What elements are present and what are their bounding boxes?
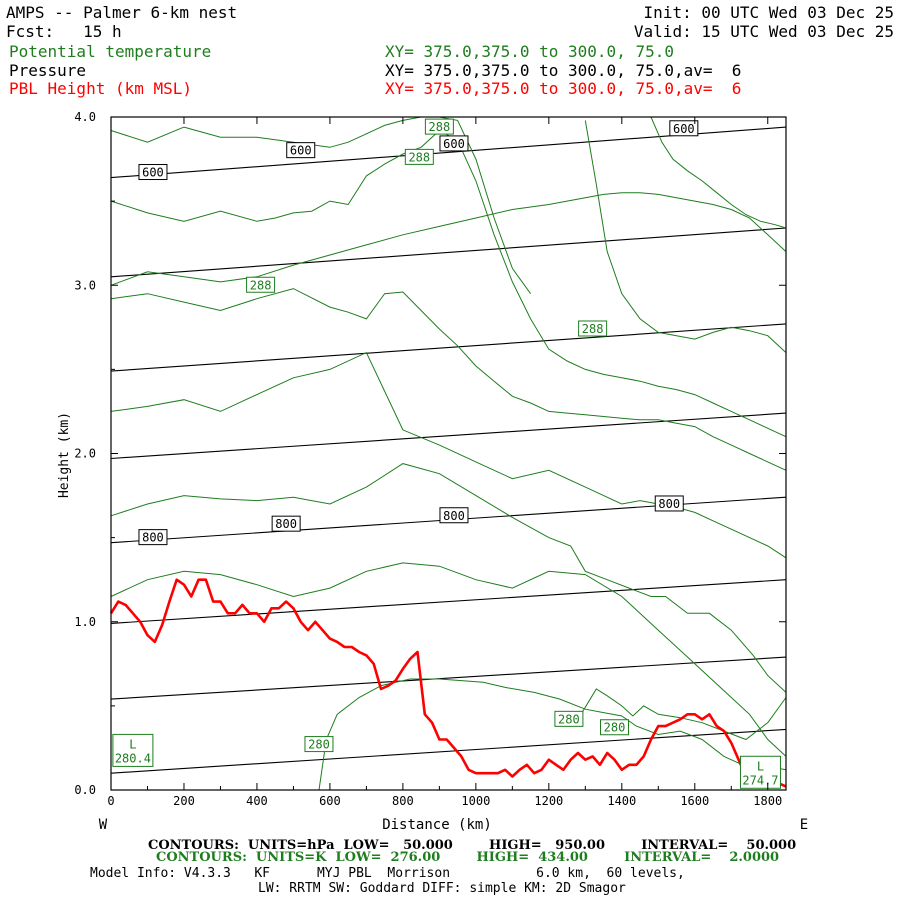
theta-contour-line [559,688,787,741]
y-tick-label: 4.0 [74,110,96,124]
theta-contour-line [110,192,787,286]
pressure-contour-label: 800 [138,529,168,546]
pressure-contour-label: 600 [439,135,469,152]
footer-model-info: Model Info: V4.3.3 KF MYJ PBL Morrison 6… [90,866,685,881]
theta-contour-label: 288 [404,148,434,165]
svg-text:288: 288 [429,120,451,134]
pressure-contour-line [110,227,787,278]
theta-contour-label: 280 [554,710,584,727]
x-tick-label: 1400 [607,794,636,808]
x-tick-label: 800 [392,794,414,808]
pbl-height-layer [109,578,787,788]
y-tick-label: 1.0 [74,615,96,629]
valid-time: Valid: 15 UTC Wed 03 Dec 25 [633,22,894,41]
plot-frame [110,116,787,791]
axes: 0 200 400 600 800 1000 1200 1400 1600 1800 0.0 1.0 2… [74,110,786,808]
svg-text:288: 288 [250,278,272,292]
east-label: E [800,817,808,833]
legend-theta-name: Potential temperature [9,42,212,61]
theta-contour-line [110,288,787,471]
x-tick-label: 1200 [534,794,563,808]
legend-theta-xy: XY= 375.0,375.0 to 300.0, 75.0 [385,42,674,61]
y-axis-label: Height (km) [57,412,72,498]
svg-text:600: 600 [443,137,465,151]
contour-labels: 800 800 800 800 600 600 600 600 280 280 280 288 288 2… [112,118,781,789]
svg-text:600: 600 [142,166,164,180]
theta-contour-label: 280 [600,719,630,736]
low-value: 274.7 [742,773,778,787]
svg-text:280: 280 [558,712,580,726]
theta-contour-line [110,562,787,757]
forecast-hour: Fcst: 15 h [6,22,122,41]
theta-contour-line [584,120,787,353]
svg-text:800: 800 [142,531,164,545]
legend-pbl-xy: XY= 375.0,375.0 to 300.0, 75.0,av= 6 [385,79,742,98]
legend-pressure-xy: XY= 375.0,375.0 to 300.0, 75.0,av= 6 [385,61,742,80]
svg-text:800: 800 [443,509,465,523]
init-time: Init: 00 UTC Wed 03 Dec 25 [643,3,894,22]
pressure-contour-line [110,656,787,700]
theta-contour-line [110,463,787,693]
theta-contour-label: 280 [304,736,334,753]
x-tick-label: 1800 [753,794,782,808]
low-letter: L [757,759,764,773]
x-tick-label: 200 [173,794,195,808]
svg-text:280: 280 [308,738,330,752]
pressure-contour-label: 600 [669,120,699,137]
theta-contour-label: 288 [424,118,454,135]
svg-text:800: 800 [658,497,680,511]
footer-contours-k: CONTOURS: UNITS=K LOW= 276.00 HIGH= 434.… [156,850,780,865]
theta-contour-line [650,116,787,229]
y-tick-label: 3.0 [74,278,96,292]
x-tick-label: 0 [107,794,114,808]
legend-pressure-name: Pressure [9,61,87,80]
theta-contour-line [318,678,787,791]
svg-text:288: 288 [582,322,604,336]
svg-text:280: 280 [604,721,626,735]
pressure-contour-line [110,728,787,774]
pressure-contour-line [110,323,787,372]
theta-contour-line [110,351,787,559]
model-title: AMPS -- Palmer 6-km nest [6,3,238,22]
low-letter: L [129,737,136,751]
pressure-contour-label: 600 [138,164,168,181]
legend-pbl-name: PBL Height (km MSL) [9,79,193,98]
svg-text:288: 288 [408,150,430,164]
svg-text:800: 800 [275,517,297,531]
pressure-contour-line [110,412,787,460]
y-tick-label: 0.0 [74,783,96,797]
pressure-contour-line [110,579,787,624]
x-tick-label: 1000 [461,794,490,808]
svg-text:600: 600 [673,122,695,136]
west-label: W [99,817,108,833]
x-tick-label: 1600 [680,794,709,808]
low-value: 280.4 [115,751,151,765]
theta-contour-line [110,116,532,294]
footer-model-info-2: LW: RRTM SW: Goddard DIFF: simple KM: 2D… [258,881,626,896]
svg-text:600: 600 [290,144,312,158]
pbl-height-line [109,578,787,788]
y-tick-label: 2.0 [74,447,96,461]
pressure-contour-label: 600 [286,142,316,159]
pressure-contours [110,126,787,774]
theta-contour-line [110,129,787,438]
pressure-contour-label: 800 [439,507,469,524]
theta-contour-label: 288 [578,320,608,337]
pressure-contour-label: 800 [654,495,684,512]
x-tick-label: 400 [246,794,268,808]
pressure-contour-label: 800 [271,515,301,532]
theta-contour-label: 288 [246,276,276,293]
x-axis-label: Distance (km) [382,817,492,833]
footer-contours-hpa: CONTOURS: UNITS=hPa LOW= 50.000 HIGH= 95… [148,838,797,853]
theta-contours [110,116,787,791]
x-tick-label: 600 [319,794,341,808]
